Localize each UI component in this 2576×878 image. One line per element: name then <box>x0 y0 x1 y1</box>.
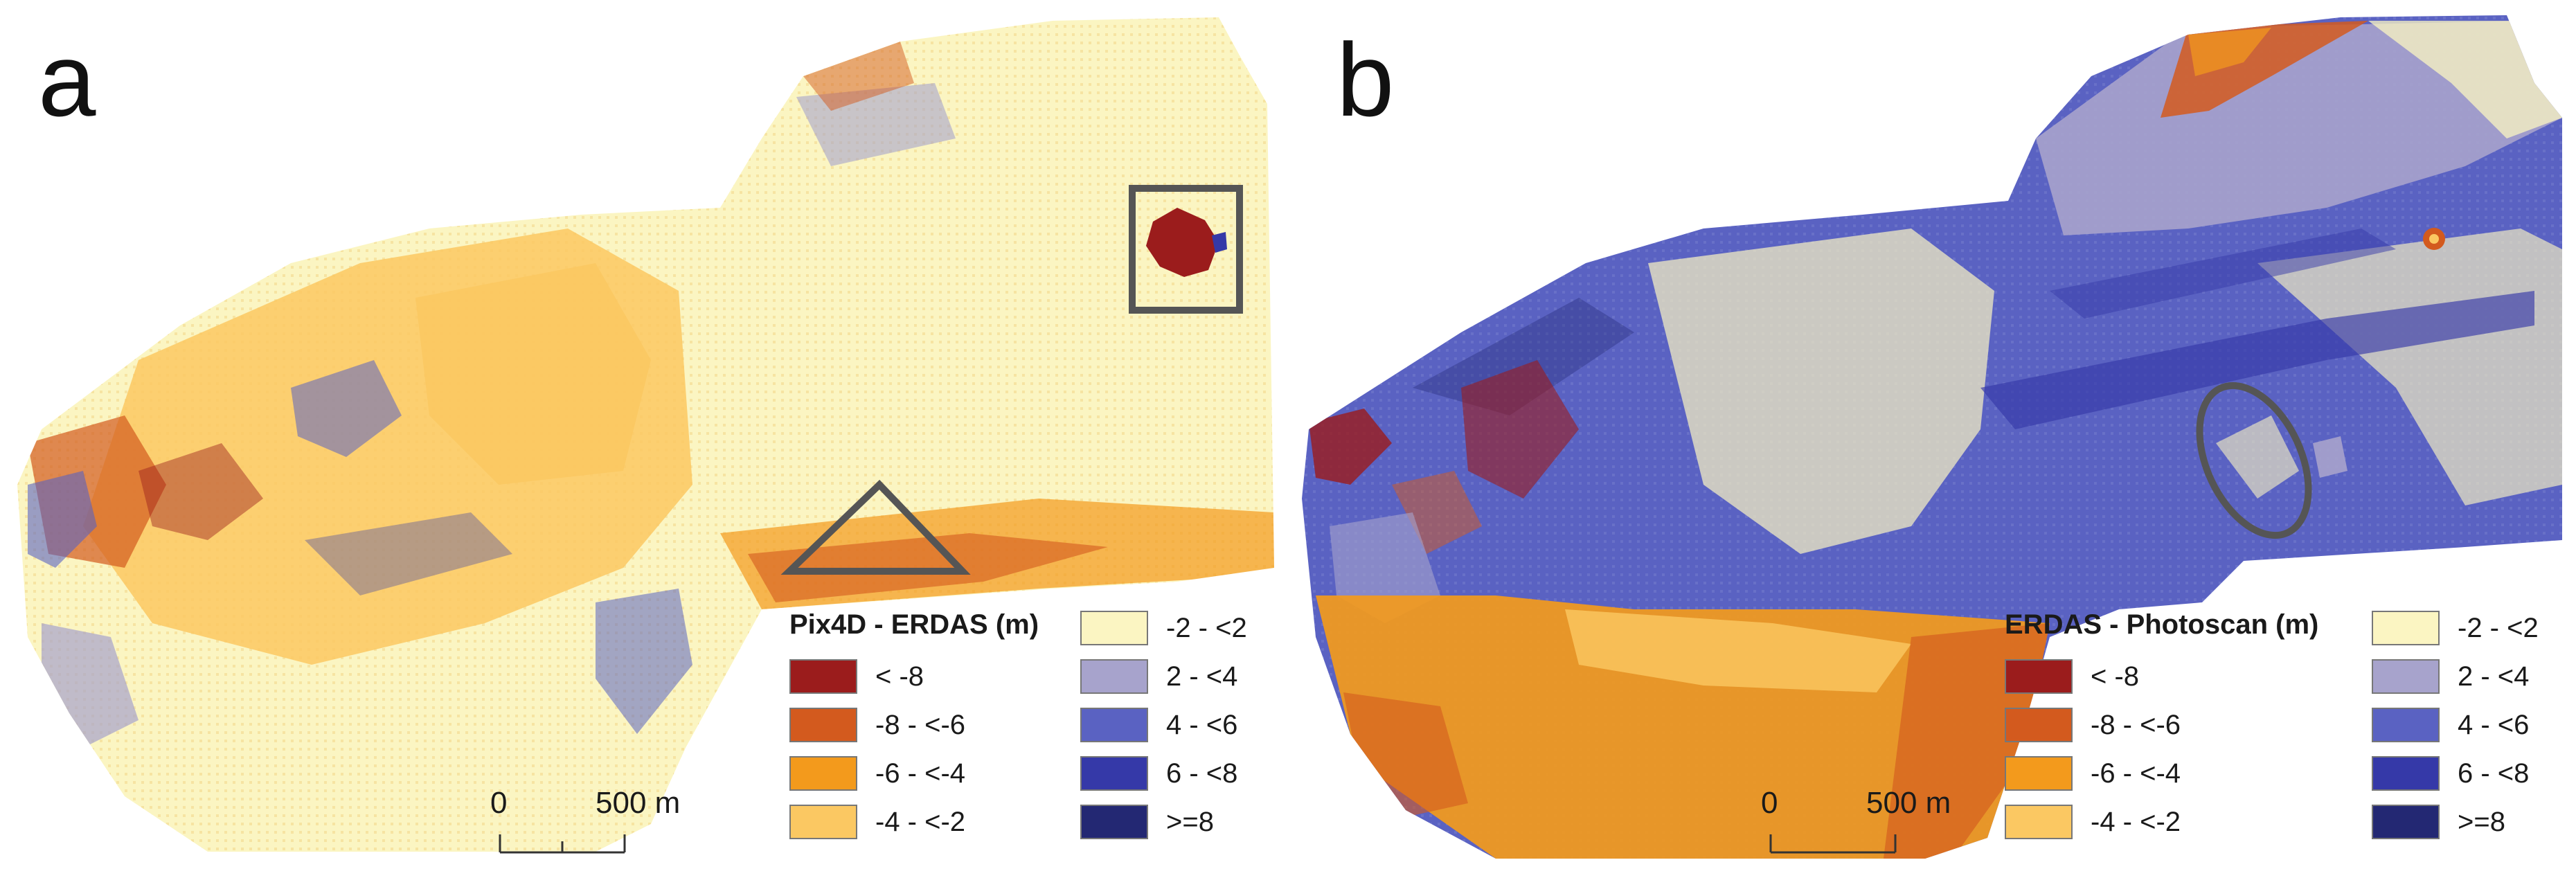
legend-swatch <box>1080 708 1148 742</box>
scale-zero-label: 0 <box>490 786 508 820</box>
legend-label: < -8 <box>875 661 924 692</box>
legend-item: 6 - <8 <box>2372 755 2529 792</box>
legend-swatch <box>789 756 857 791</box>
legend-swatch <box>789 659 857 694</box>
legend-item: -8 - <-6 <box>2005 706 2181 744</box>
triangle-marker <box>780 479 971 575</box>
panel-letter: a <box>38 21 96 138</box>
scale-zero-label: 0 <box>1761 786 1778 820</box>
legend-label: 2 - <4 <box>2458 661 2530 692</box>
legend-label: -4 - <-2 <box>2091 806 2181 837</box>
square-marker <box>1129 185 1243 314</box>
legend-label: >=8 <box>1166 806 1214 837</box>
legend-label: -8 - <-6 <box>2091 709 2181 740</box>
legend-item: -4 - <-2 <box>2005 803 2181 841</box>
panel-b: b ERDAS - Photoscan (m) < -8 -8 - <-6 -6… <box>1288 0 2576 878</box>
legend-title: Pix4D - ERDAS (m) <box>789 609 1039 640</box>
scale-end-label: 500 m <box>596 786 681 820</box>
legend-item: -8 - <-6 <box>789 706 965 744</box>
legend-title: ERDAS - Photoscan (m) <box>2005 609 2319 640</box>
legend-label: -6 - <-4 <box>2091 758 2181 789</box>
legend-swatch <box>789 805 857 839</box>
legend-label: 4 - <6 <box>2458 709 2530 740</box>
legend-swatch <box>1080 611 1148 645</box>
legend-label: 6 - <8 <box>1166 758 1238 789</box>
legend-swatch <box>1080 659 1148 694</box>
difference-map-a <box>17 17 1274 852</box>
legend-item: >=8 <box>2372 803 2505 841</box>
scale-bar-lines <box>499 834 626 854</box>
legend-item: < -8 <box>789 658 924 695</box>
legend-item: -2 - <2 <box>2372 609 2539 647</box>
legend-item: < -8 <box>2005 658 2139 695</box>
legend-item: 4 - <6 <box>1080 706 1237 744</box>
scale-bar: 0 500 m <box>485 786 680 855</box>
legend-label: -4 - <-2 <box>875 806 966 837</box>
difference-map-b <box>1302 15 2562 859</box>
legend-swatch <box>2372 708 2440 742</box>
scale-bar: 0 500 m <box>1755 786 1951 855</box>
legend-item: -2 - <2 <box>1080 609 1247 647</box>
legend-item: 4 - <6 <box>2372 706 2529 744</box>
legend-label: -8 - <-6 <box>875 709 966 740</box>
legend-swatch <box>2005 756 2073 791</box>
scale-bar-lines <box>1769 834 1897 854</box>
legend-item: -6 - <-4 <box>2005 755 2181 792</box>
legend-swatch <box>2372 805 2440 839</box>
legend-swatch <box>2005 805 2073 839</box>
legend-label: -2 - <2 <box>1166 612 1247 643</box>
legend-swatch <box>2005 659 2073 694</box>
legend-swatch <box>2372 756 2440 791</box>
legend-item: -6 - <-4 <box>789 755 965 792</box>
legend-swatch <box>789 708 857 742</box>
legend-label: >=8 <box>2458 806 2505 837</box>
legend-label: 2 - <4 <box>1166 661 1238 692</box>
legend-swatch <box>2372 611 2440 645</box>
legend-label: -6 - <-4 <box>875 758 966 789</box>
legend-item: 6 - <8 <box>1080 755 1237 792</box>
legend-swatch <box>1080 756 1148 791</box>
legend-item: 2 - <4 <box>2372 658 2529 695</box>
panel-letter: b <box>1336 21 1395 138</box>
legend-swatch <box>1080 805 1148 839</box>
legend-swatch <box>2372 659 2440 694</box>
scale-end-label: 500 m <box>1866 786 1951 820</box>
legend-item: 2 - <4 <box>1080 658 1237 695</box>
legend-label: -2 - <2 <box>2458 612 2539 643</box>
panel-a: a Pix4D - ERDAS (m) < -8 -8 - <-6 -6 - <… <box>17 17 1274 855</box>
legend-label: 6 - <8 <box>2458 758 2530 789</box>
ellipse-marker <box>2196 382 2312 539</box>
legend-label: 4 - <6 <box>1166 709 1238 740</box>
legend-label: < -8 <box>2091 661 2140 692</box>
legend-swatch <box>2005 708 2073 742</box>
legend-item: -4 - <-2 <box>789 803 965 841</box>
legend-item: >=8 <box>1080 803 1214 841</box>
